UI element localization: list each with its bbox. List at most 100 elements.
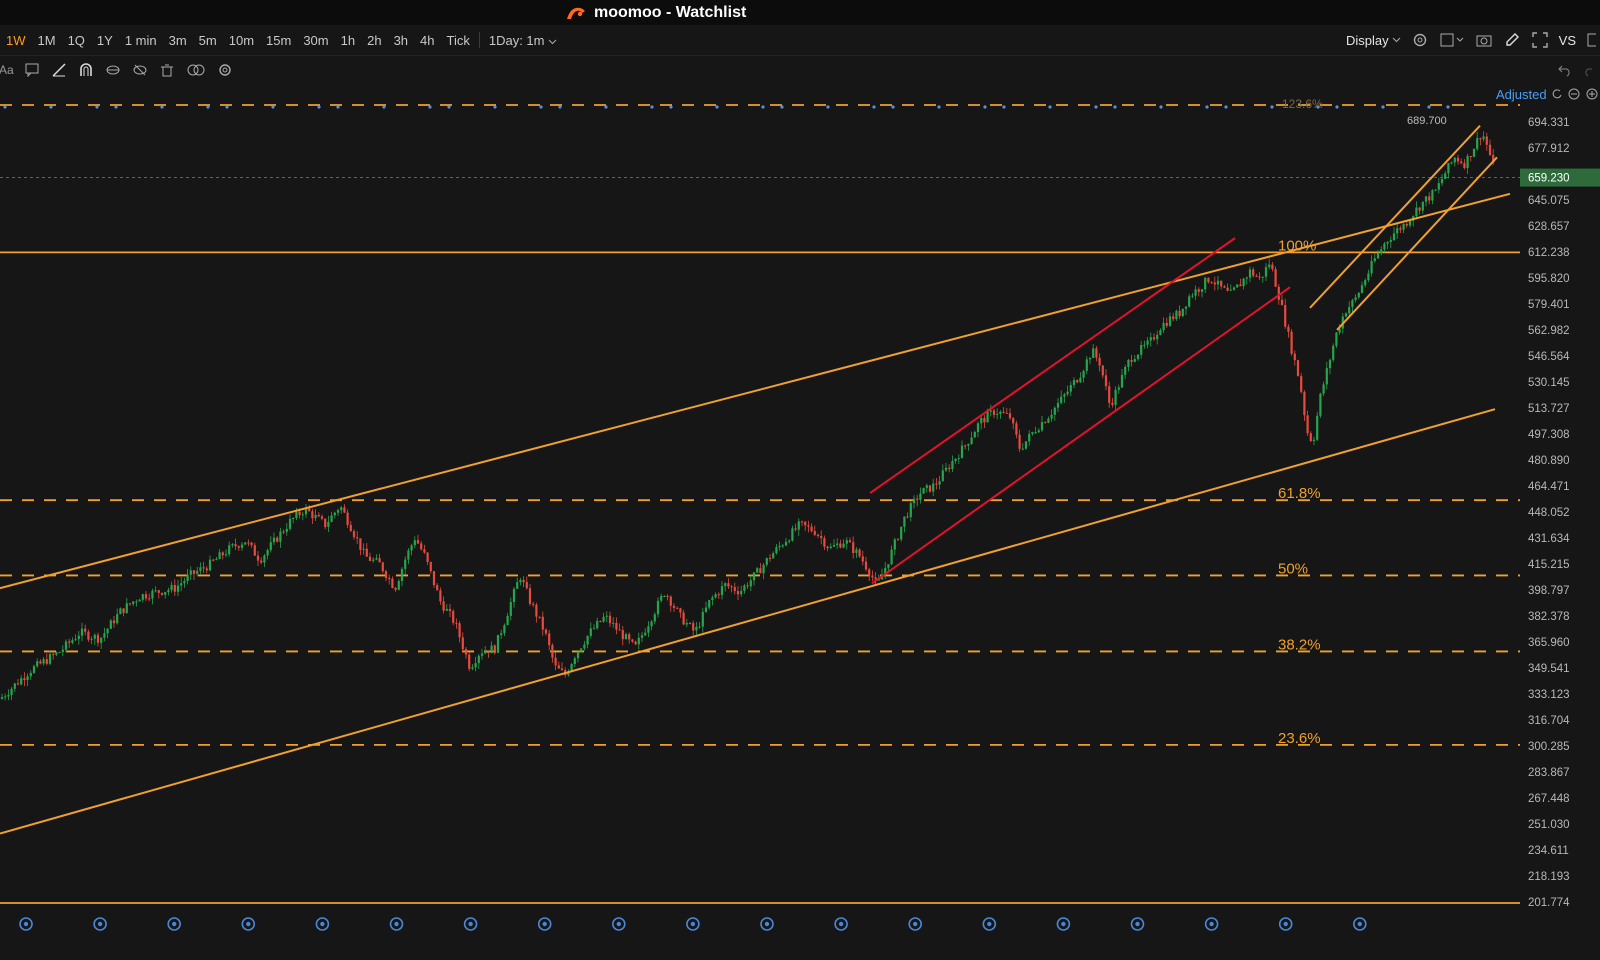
down-candle: [1044, 422, 1047, 424]
timeframe-3m[interactable]: 3m: [168, 32, 187, 48]
timeframe-1m[interactable]: 1M: [37, 32, 56, 48]
down-candle: [861, 556, 864, 562]
timeframe-5m[interactable]: 5m: [198, 32, 217, 48]
magnet-icon[interactable]: [77, 61, 95, 79]
event-marker-icon[interactable]: [834, 917, 848, 931]
down-candle: [928, 485, 932, 492]
event-dot-marker: [780, 105, 784, 109]
timeframe-1q[interactable]: 1Q: [67, 32, 85, 48]
event-marker-icon[interactable]: [389, 917, 404, 931]
link-icon[interactable]: [185, 61, 207, 79]
timeframe-1-min[interactable]: 1 min: [124, 32, 157, 48]
eye-hide-icon[interactable]: [104, 61, 122, 79]
down-candle: [634, 641, 637, 645]
timeframe-4h[interactable]: 4h: [420, 32, 435, 48]
event-marker-icon[interactable]: [760, 917, 774, 931]
down-candle: [448, 608, 452, 612]
event-marker-icon[interactable]: [463, 917, 478, 931]
up-candle: [1191, 295, 1194, 297]
timeframe-2h[interactable]: 2h: [367, 32, 382, 48]
orange-trend-line: [1309, 125, 1481, 309]
up-candle: [1434, 189, 1437, 191]
down-candle: [1280, 299, 1284, 306]
down-candle: [820, 535, 823, 539]
up-candle: [244, 542, 247, 545]
event-dot-marker: [1446, 105, 1450, 109]
text-icon[interactable]: Aa: [0, 63, 14, 77]
zoom-in-icon[interactable]: [1585, 85, 1599, 103]
fullscreen-icon[interactable]: [1531, 31, 1549, 49]
up-candle: [781, 545, 784, 547]
comment-icon[interactable]: [23, 61, 41, 79]
undo-icon[interactable]: [1556, 61, 1574, 79]
timeframe-30m[interactable]: 30m: [303, 32, 329, 48]
event-marker-icon[interactable]: [1353, 917, 1367, 931]
event-marker-icon[interactable]: [1204, 917, 1219, 931]
event-dot-marker: [669, 105, 673, 109]
panel-toggle-icon[interactable]: [1586, 31, 1596, 49]
price-tick-label: 267.448: [1528, 793, 1570, 805]
redo-icon[interactable]: [1584, 61, 1592, 79]
event-marker-icon[interactable]: [241, 917, 256, 931]
event-dot-marker: [1002, 105, 1006, 109]
event-dot-marker: [114, 105, 118, 109]
down-candle: [688, 623, 692, 625]
timeframe-toolbar: 1W 1M 1Q 1Y 1 min 3m 5m 10m 15m 30m 1h 2h 3h 4h Tick 1D…: [0, 25, 1600, 56]
up-candle: [1476, 138, 1479, 149]
up-candle: [125, 603, 128, 613]
interval-dropdown[interactable]: 1Day: 1m: [483, 33, 563, 48]
event-marker-icon[interactable]: [1056, 917, 1071, 931]
timeframe-10m[interactable]: 10m: [228, 32, 255, 48]
down-candle: [1488, 144, 1492, 156]
camera-icon[interactable]: [1475, 31, 1493, 49]
event-marker-icon[interactable]: [686, 917, 700, 931]
display-dropdown[interactable]: Display: [1346, 33, 1401, 48]
display-label: Display: [1346, 32, 1389, 48]
event-marker-icon[interactable]: [1130, 917, 1145, 931]
zoom-out-icon[interactable]: [1567, 85, 1581, 103]
event-dot-marker: [539, 105, 543, 109]
reset-icon[interactable]: [1551, 85, 1563, 103]
timeframe-15m[interactable]: 15m: [266, 32, 292, 48]
event-dot-marker: [225, 105, 229, 109]
timeframe-1w[interactable]: 1W: [6, 32, 26, 48]
price-chart[interactable]: 123.6% 100% 61.8% 50% 38.2% 23.6% 689.700 694.3…: [0, 84, 1600, 960]
down-candle: [192, 570, 196, 574]
event-marker-icon[interactable]: [93, 917, 107, 931]
event-marker-icon[interactable]: [908, 917, 923, 931]
timeframe-tick[interactable]: Tick: [446, 32, 470, 48]
event-marker-icon[interactable]: [167, 917, 181, 931]
down-candle: [128, 603, 132, 605]
down-candle: [1463, 163, 1466, 168]
compare-button[interactable]: VS: [1559, 33, 1576, 48]
adjusted-label[interactable]: Adjusted: [1496, 86, 1547, 102]
down-candle: [1277, 286, 1280, 300]
settings-icon[interactable]: [216, 61, 234, 79]
down-candle: [768, 558, 772, 560]
up-candle: [228, 545, 231, 555]
down-candle: [1226, 287, 1229, 291]
layout-icon[interactable]: [1439, 31, 1465, 49]
event-marker-icon[interactable]: [982, 917, 997, 931]
up-candle: [877, 579, 880, 581]
up-candle: [567, 671, 570, 676]
trash-icon[interactable]: [158, 61, 176, 79]
event-marker-icon[interactable]: [19, 917, 33, 931]
eye-off-icon[interactable]: [131, 61, 149, 79]
up-candle: [583, 644, 586, 649]
timeframe-1y[interactable]: 1Y: [96, 32, 113, 48]
down-candle: [148, 598, 151, 600]
event-marker-icon[interactable]: [1278, 917, 1293, 931]
timeframe-3h[interactable]: 3h: [393, 32, 409, 48]
event-marker-dot: [616, 921, 621, 927]
line-icon[interactable]: [50, 61, 68, 79]
timeframe-1h[interactable]: 1h: [340, 32, 356, 48]
event-dot-marker: [872, 105, 876, 109]
gear-icon[interactable]: [1411, 31, 1429, 49]
event-marker-icon[interactable]: [611, 917, 626, 931]
price-tick-label: 316.704: [1528, 715, 1570, 727]
event-marker-icon[interactable]: [315, 917, 330, 931]
down-candle: [916, 498, 919, 500]
event-marker-icon[interactable]: [537, 917, 552, 931]
pencil-icon[interactable]: [1503, 31, 1521, 49]
